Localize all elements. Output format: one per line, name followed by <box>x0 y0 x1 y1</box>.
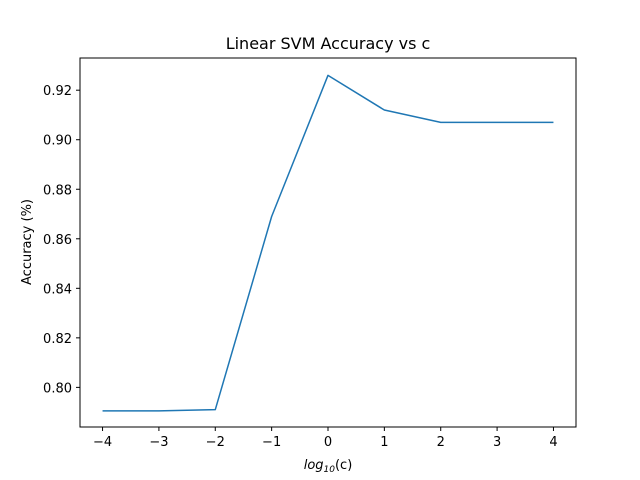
x-axis-title-tail: (c) <box>335 458 352 473</box>
y-tick-label: 0.92 <box>43 84 72 99</box>
y-tick-label: 0.86 <box>43 233 72 248</box>
y-tick-label: 0.80 <box>43 381 72 396</box>
y-tick-label: 0.82 <box>43 332 72 347</box>
x-axis-title: log10(c) <box>304 458 353 475</box>
x-tick-label: −3 <box>149 435 168 450</box>
y-axis-title: Accuracy (%) <box>20 199 35 285</box>
x-tick-label: 3 <box>493 435 501 450</box>
x-tick-label: 0 <box>324 435 332 450</box>
x-axis-title-base: log <box>304 458 324 473</box>
x-tick-label: −4 <box>93 435 112 450</box>
x-tick-label: 1 <box>380 435 388 450</box>
y-tick-label: 0.84 <box>43 282 72 297</box>
x-axis-ticks: −4 −3 −2 −1 0 1 2 3 4 <box>93 427 558 450</box>
series-line <box>102 74 554 412</box>
x-tick-label: −2 <box>206 435 225 450</box>
y-axis-ticks: 0.80 0.82 0.84 0.86 0.88 0.90 0.92 <box>43 84 80 396</box>
x-tick-label: 4 <box>549 435 557 450</box>
x-tick-label: −1 <box>262 435 281 450</box>
y-tick-label: 0.90 <box>43 134 72 149</box>
x-tick-label: 2 <box>437 435 445 450</box>
y-tick-label: 0.88 <box>43 183 72 198</box>
chart-title: Linear SVM Accuracy vs c <box>226 34 431 53</box>
series-group <box>102 74 554 412</box>
x-axis-title-subscript: 10 <box>324 465 336 475</box>
